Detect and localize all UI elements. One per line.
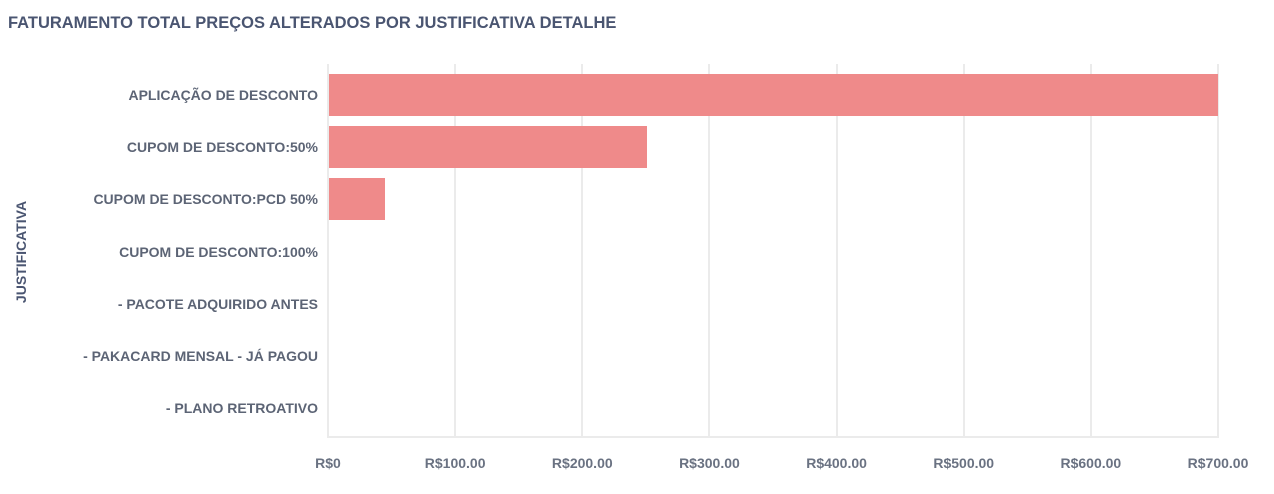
gridline xyxy=(581,64,584,438)
x-tick-label: R$200.00 xyxy=(551,455,613,471)
category-label: - PACOTE ADQUIRIDO ANTES xyxy=(117,295,318,312)
y-axis-label: JUSTIFICATIVA xyxy=(13,200,29,304)
gridline xyxy=(1217,64,1219,438)
x-tick-label: R$300.00 xyxy=(679,455,740,471)
x-tick-label: R$600.00 xyxy=(1060,455,1122,471)
bar[interactable] xyxy=(329,178,386,221)
gridline xyxy=(327,64,329,438)
gridline xyxy=(454,64,457,438)
x-tick-label: R$400.00 xyxy=(806,455,867,471)
x-tick-label: R$100.00 xyxy=(424,455,486,471)
x-tick-label: R$700.00 xyxy=(1187,455,1249,471)
chart-title: FATURAMENTO TOTAL PREÇOS ALTERADOS POR J… xyxy=(8,14,617,32)
x-axis-line xyxy=(328,436,1218,438)
category-label: - PAKACARD MENSAL - JÁ PAGOU xyxy=(83,348,318,364)
bar[interactable] xyxy=(329,126,648,169)
bar[interactable] xyxy=(329,74,1218,116)
plot-area xyxy=(327,64,1219,438)
category-label: CUPOM DE DESCONTO:50% xyxy=(126,139,318,156)
category-label: CUPOM DE DESCONTO:100% xyxy=(119,243,318,260)
gridline xyxy=(1089,64,1092,438)
x-tick-label: R$500.00 xyxy=(933,455,995,471)
category-label: APLICAÇÃO DE DESCONTO xyxy=(128,87,318,103)
gridline xyxy=(835,64,838,438)
gridline xyxy=(708,64,711,438)
x-tick-label: R$0 xyxy=(315,455,341,471)
category-label: - PLANO RETROATIVO xyxy=(165,400,318,417)
category-label: CUPOM DE DESCONTO:PCD 50% xyxy=(93,191,318,208)
gridline xyxy=(962,64,965,438)
